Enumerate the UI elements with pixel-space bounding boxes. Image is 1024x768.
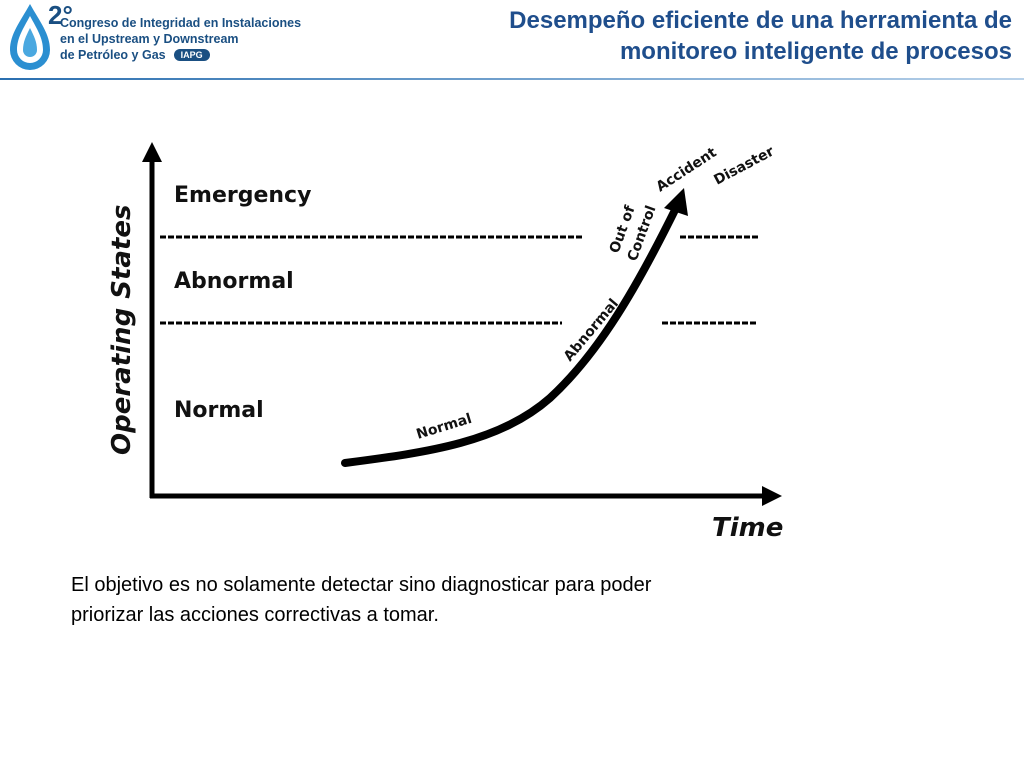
zone-label-abnormal: Abnormal	[174, 269, 294, 294]
y-axis-arrowhead	[142, 142, 162, 162]
slide-caption: El objetivo es no solamente detectar sin…	[71, 570, 861, 630]
operating-states-diagram: Emergency Abnormal Normal Operating Stat…	[107, 142, 783, 543]
slide-title-line-2: monitoreo inteligente de procesos	[619, 38, 1012, 65]
caption-line-1: El objetivo es no solamente detectar sin…	[71, 574, 652, 596]
water-drop-icon	[10, 4, 50, 70]
logo-text-line-1: Congreso de Integridad en Instalaciones	[60, 16, 302, 30]
congress-logo: 2° Congreso de Integridad en Instalacion…	[8, 0, 328, 76]
logo-text-line-2: en el Upstream y Downstream	[60, 32, 239, 46]
caption-line-2: priorizar las acciones correctivas a tom…	[71, 604, 439, 626]
logo-text-line-3-text: de Petróleo y Gas	[60, 48, 166, 62]
curve-label-disaster: Disaster	[711, 144, 777, 189]
x-axis-arrowhead	[762, 486, 782, 506]
trajectory-arrowhead	[664, 188, 688, 216]
y-axis-label: Operating States	[107, 205, 137, 455]
process-trajectory-curve	[341, 204, 680, 467]
slide-title-line-1: Desempeño eficiente de una herramienta d…	[509, 7, 1012, 34]
iapg-badge: IAPG	[173, 49, 210, 61]
curve-label-accident: Accident	[653, 145, 719, 196]
x-axis-label: Time	[712, 513, 783, 543]
header-divider	[0, 78, 1024, 80]
logo-edition: 2°	[48, 0, 73, 30]
zone-label-emergency: Emergency	[174, 183, 311, 208]
logo-text-line-3: de Petróleo y Gas IAPG	[60, 48, 210, 62]
slide-title: Desempeño eficiente de una herramienta d…	[372, 5, 1012, 67]
zone-label-normal: Normal	[174, 398, 264, 423]
